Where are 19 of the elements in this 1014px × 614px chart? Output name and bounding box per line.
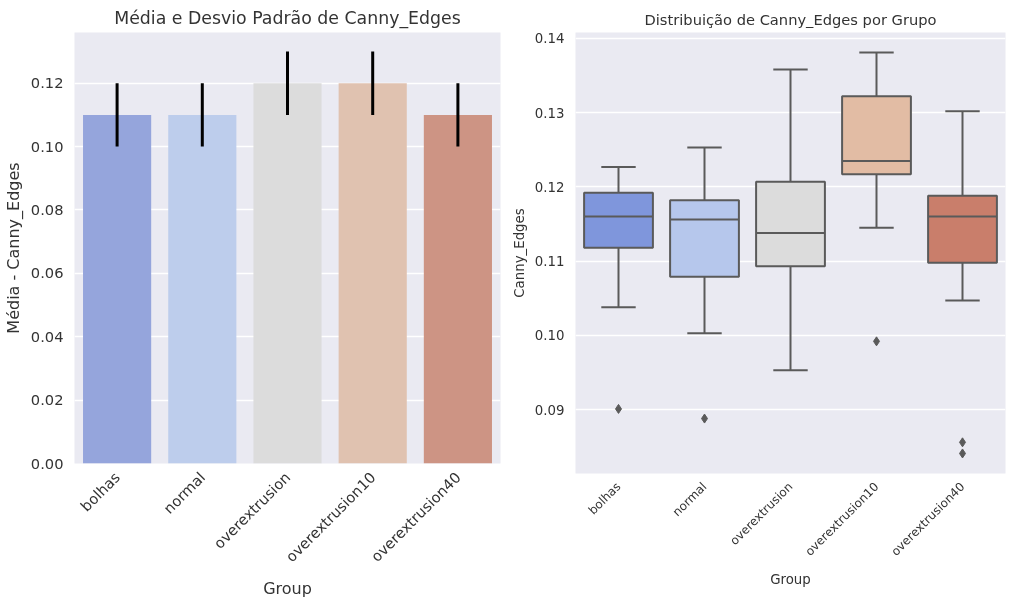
- y-tick-label: 0.06: [30, 264, 64, 282]
- y-tick-label: 0.12: [534, 179, 565, 195]
- y-tick-label: 0.08: [30, 200, 64, 218]
- y-tick-label: 0.02: [30, 391, 64, 409]
- chart-title: Média e Desvio Padrão de Canny_Edges: [114, 7, 461, 29]
- x-axis-title: Group: [770, 571, 811, 587]
- y-tick-label: 0.10: [534, 328, 565, 344]
- y-tick-label: 0.10: [30, 137, 64, 155]
- y-tick-label: 0.00: [30, 454, 64, 472]
- chart-title: Distribuição de Canny_Edges por Grupo: [644, 10, 937, 28]
- y-axis-title: Canny_Edges: [511, 208, 527, 298]
- y-tick-label: 0.04: [30, 327, 64, 345]
- y-tick-label: 0.09: [534, 402, 565, 418]
- y-tick-label: 0.11: [534, 254, 565, 270]
- y-tick-label: 0.12: [30, 74, 64, 92]
- x-axis-title: Group: [263, 579, 312, 598]
- y-tick-label: 0.13: [534, 105, 565, 121]
- y-axis-title: Média - Canny_Edges: [3, 162, 24, 334]
- y-tick-label: 0.14: [534, 31, 565, 47]
